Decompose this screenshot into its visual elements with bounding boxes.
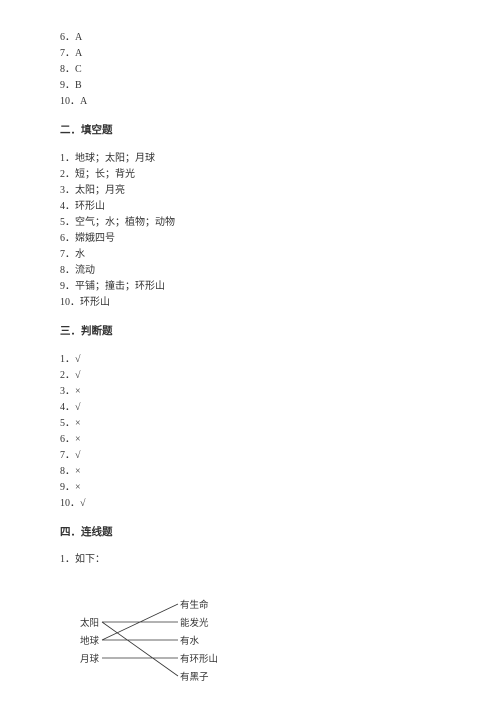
judge-answer: 5．× (60, 416, 440, 431)
judge-answers: 1．√ 2．√ 3．× 4．√ 5．× 6．× 7．√ 8．× 9．× 10．√ (60, 352, 440, 511)
mc-ans: A (75, 48, 82, 59)
judge-answer: 6．× (60, 432, 440, 447)
fill-blank-answers: 1．地球；太阳；月球 2．短；长；背光 3．太阳；月亮 4．环形山 5．空气；水… (60, 151, 440, 310)
fill-answer: 8．流动 (60, 263, 440, 278)
mc-text: 7 (60, 48, 65, 59)
match-left-item: 月球 (80, 653, 99, 667)
fill-answer: 7．水 (60, 247, 440, 262)
matching-diagram: 太阳地球月球 有生命能发光有水有环形山有黑子 (60, 587, 260, 697)
judge-answer: 2．√ (60, 368, 440, 383)
match-right-item: 能发光 (180, 617, 209, 631)
judge-answer: 10．√ (60, 496, 440, 511)
fill-answer: 10．环形山 (60, 295, 440, 310)
fill-answer: 1．地球；太阳；月球 (60, 151, 440, 166)
fill-answer: 3．太阳；月亮 (60, 183, 440, 198)
judge-answer: 4．√ (60, 400, 440, 415)
mc-ans: B (75, 80, 82, 91)
fill-answer: 9．平铺；撞击；环形山 (60, 279, 440, 294)
mc-answer: 8．C (60, 62, 440, 77)
mc-text: 10 (60, 96, 70, 107)
fill-answer: 4．环形山 (60, 199, 440, 214)
mc-answer: 9．B (60, 78, 440, 93)
mc-answer: 7．A (60, 46, 440, 61)
match-left-item: 太阳 (80, 617, 99, 631)
judge-answer: 7．√ (60, 448, 440, 463)
fill-answer: 2．短；长；背光 (60, 167, 440, 182)
match-line (102, 622, 178, 676)
mc-ans: A (80, 96, 87, 107)
match-right-item: 有环形山 (180, 653, 218, 667)
section2-heading: 二．填空题 (60, 123, 440, 139)
judge-answer: 9．× (60, 480, 440, 495)
section3-heading: 三．判断题 (60, 324, 440, 340)
mc-answer: 6．A (60, 30, 440, 45)
match-right-item: 有黑子 (180, 671, 209, 685)
match-right-item: 有水 (180, 635, 199, 649)
match-left-item: 地球 (80, 635, 99, 649)
match-right-item: 有生命 (180, 599, 209, 613)
judge-answer: 8．× (60, 464, 440, 479)
judge-answer: 3．× (60, 384, 440, 399)
mc-text: 6 (60, 32, 65, 43)
mc-ans: A (75, 32, 82, 43)
multiple-choice-tail: 6．A 7．A 8．C 9．B 10．A (60, 30, 440, 109)
mc-text: 8 (60, 64, 65, 75)
matching-intro: 1．如下： (60, 552, 440, 567)
mc-answer: 10．A (60, 94, 440, 109)
fill-answer: 6．嫦娥四号 (60, 231, 440, 246)
judge-answer: 1．√ (60, 352, 440, 367)
mc-text: 9 (60, 80, 65, 91)
fill-answer: 5．空气；水；植物；动物 (60, 215, 440, 230)
section4-heading: 四．连线题 (60, 525, 440, 541)
mc-ans: C (75, 64, 82, 75)
